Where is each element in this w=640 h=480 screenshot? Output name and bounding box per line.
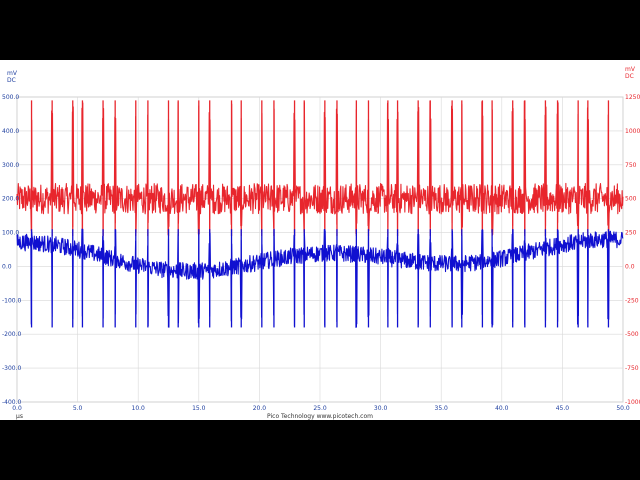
right-tick-label: -1000 [625, 399, 640, 406]
left-tick-label: 100.0 [2, 230, 19, 237]
left-tick-label: -400.0 [2, 399, 22, 406]
red-channel-trace [16, 100, 624, 237]
oscilloscope-plot: mV DC 500.0 400.0 300.0 200.0 100.0 0.0 -100.0… [2, 66, 640, 420]
x-tick-label: 0.0 [12, 405, 22, 412]
right-tick-label: -750 [625, 365, 639, 372]
x-tick-label: 40.0 [495, 405, 509, 412]
right-tick-label: 1250 [625, 94, 640, 101]
left-tick-label: 300.0 [2, 162, 19, 169]
right-tick-label: -500 [625, 331, 639, 338]
x-tick-label: 50.0 [616, 405, 630, 412]
left-tick-label: 200.0 [2, 196, 19, 203]
signal-traces [16, 100, 624, 328]
x-tick-label: 35.0 [435, 405, 449, 412]
x-tick-label: 20.0 [253, 405, 267, 412]
right-tick-label: 250 [625, 230, 637, 237]
x-tick-label: 5.0 [73, 405, 83, 412]
scope-display: mV DC 500.0 400.0 300.0 200.0 100.0 0.0 -100.0… [0, 60, 640, 420]
right-tick-label: 750 [625, 162, 637, 169]
left-axis-unit: mV [7, 70, 18, 77]
left-tick-label: 500.0 [2, 94, 19, 101]
x-tick-label: 30.0 [374, 405, 388, 412]
left-axis-coupling: DC [7, 77, 16, 84]
right-axis-unit: mV [625, 66, 636, 73]
x-tick-label: 15.0 [192, 405, 206, 412]
footer-credit: Pico Technology www.picotech.com [267, 413, 373, 420]
left-axis: mV DC 500.0 400.0 300.0 200.0 100.0 0.0 -100.0… [2, 70, 22, 406]
blue-channel-trace [16, 228, 624, 328]
left-tick-label: -100.0 [2, 297, 22, 304]
left-tick-label: 0.0 [2, 263, 12, 270]
right-tick-label: 1000 [625, 128, 640, 135]
x-tick-label: 10.0 [132, 405, 146, 412]
x-axis: µs 0.0 5.0 10.0 15.0 20.0 25.0 30.0 35.0 40.0 45.… [12, 405, 630, 420]
left-tick-label: 400.0 [2, 128, 19, 135]
x-tick-label: 25.0 [313, 405, 327, 412]
x-axis-unit: µs [16, 413, 23, 420]
right-tick-label: 500 [625, 196, 637, 203]
left-tick-label: -200.0 [2, 331, 22, 338]
right-tick-label: -250 [625, 297, 639, 304]
plot-grid [16, 96, 624, 403]
right-tick-label: 0.0 [625, 263, 635, 270]
left-tick-label: -300.0 [2, 365, 22, 372]
right-axis-coupling: DC [625, 73, 634, 80]
x-tick-label: 45.0 [556, 405, 570, 412]
right-axis: mV DC 1250 1000 750 500 250 0.0 -250 -500 -750 -1… [625, 66, 640, 406]
